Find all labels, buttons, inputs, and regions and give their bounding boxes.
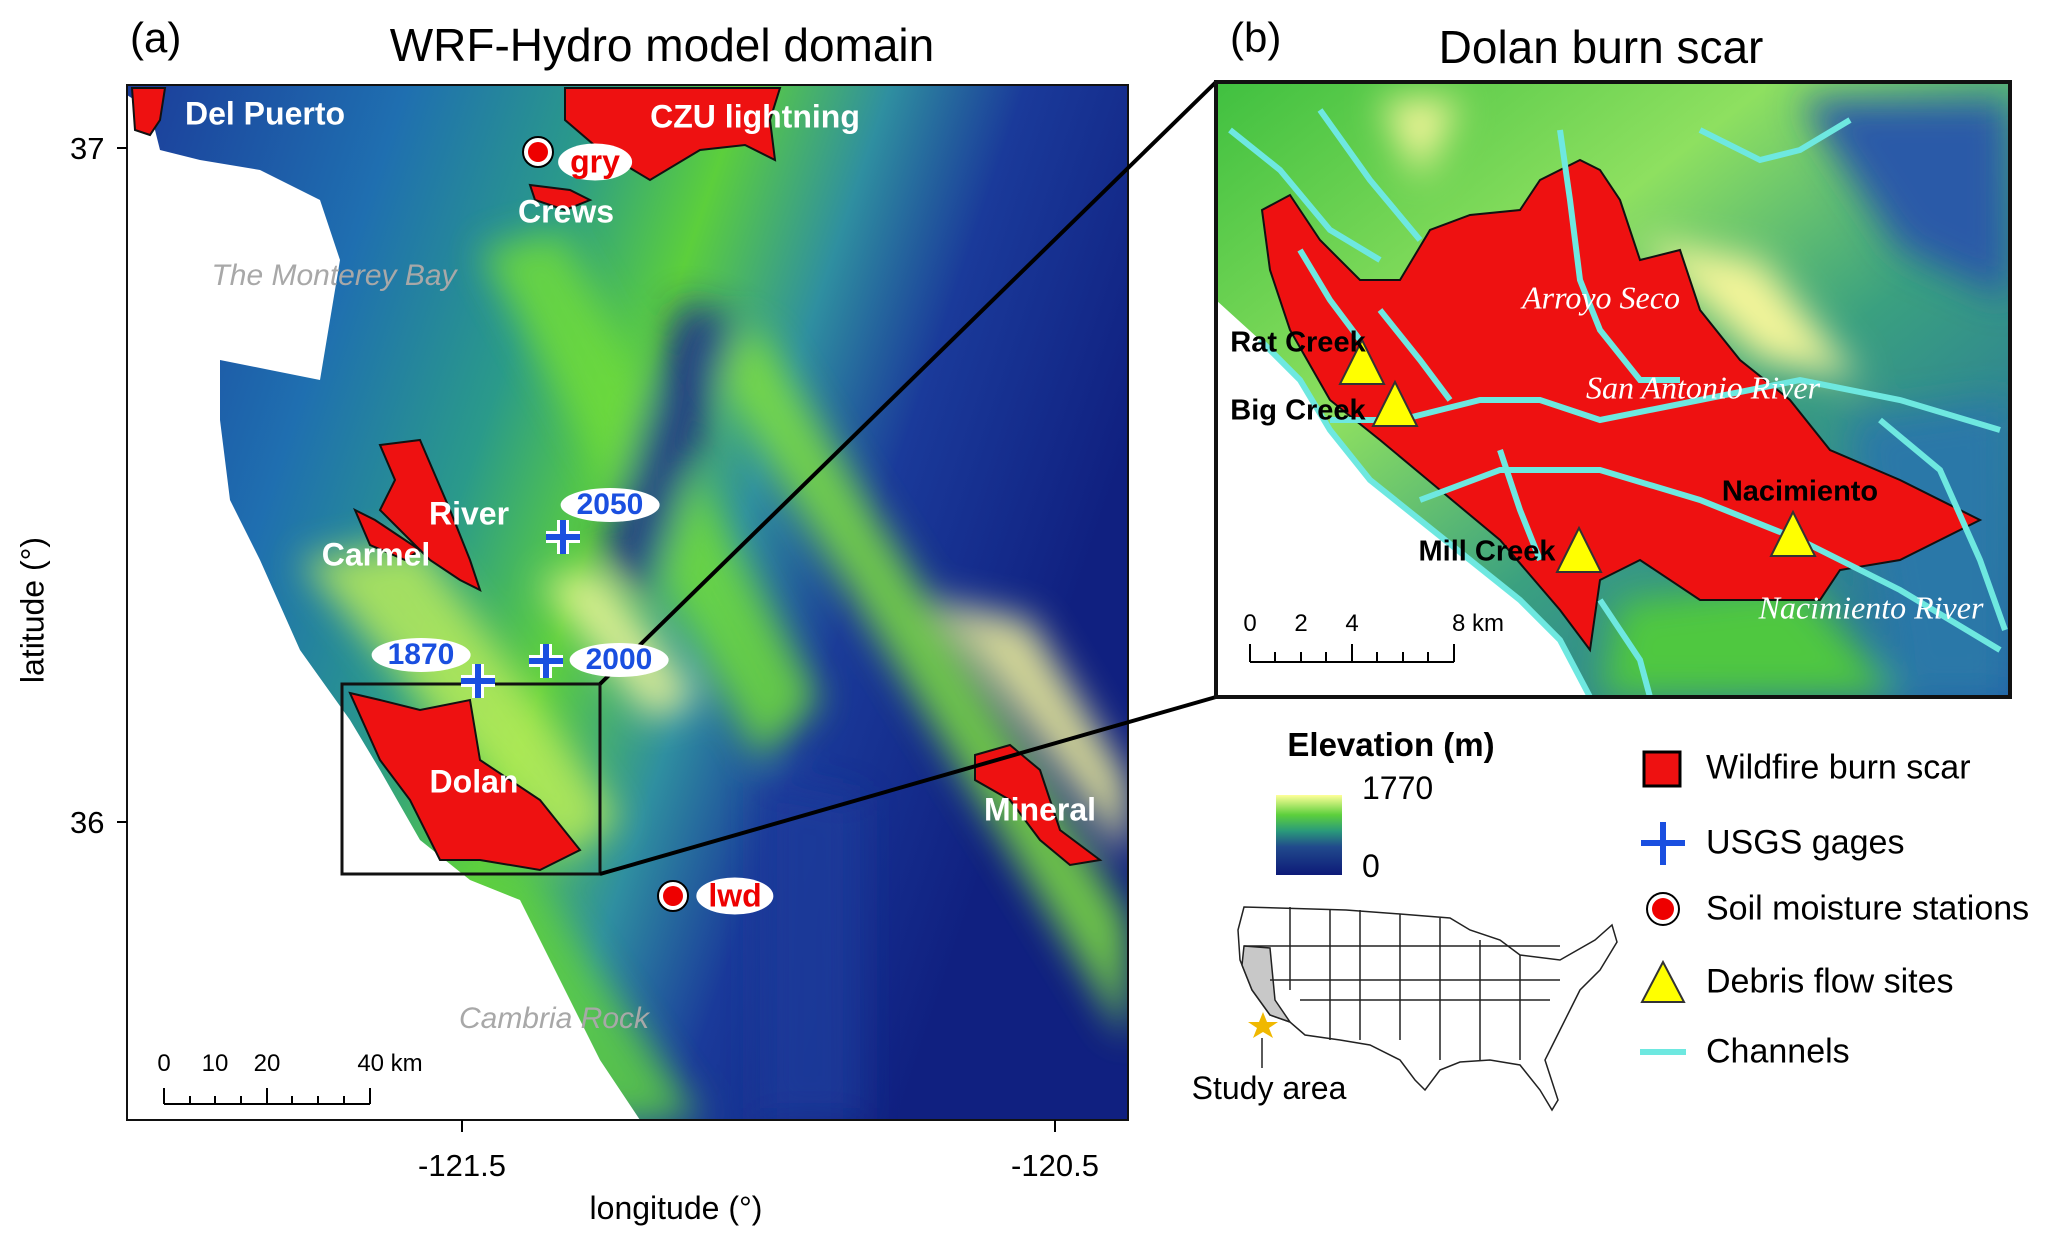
soil-station-markers: [522, 136, 689, 912]
map-a-frame: [126, 84, 1129, 1121]
elevation-max: 1770: [1362, 770, 1434, 806]
label-river: River: [428, 495, 510, 532]
scale-a-20: 20: [253, 1050, 281, 1077]
connector-bottom: [599, 695, 1217, 876]
x-axis-label: longitude (°): [589, 1190, 763, 1226]
label-san-antonio-river: San Antonio River: [1585, 369, 1821, 406]
scale-a-40: 40 km: [357, 1050, 423, 1077]
label-cambria-rock: Cambria Rock: [458, 1002, 650, 1035]
legend-burn-icon: [1642, 750, 1682, 788]
usgs-gage-markers: [461, 520, 580, 698]
elevation-min: 0: [1362, 848, 1380, 884]
scale-b-2: 2: [1294, 610, 1308, 637]
legend-soil-label: Soil moisture stations: [1706, 889, 2030, 928]
scale-a-10: 10: [201, 1050, 229, 1077]
gage-label-2050: 2050: [560, 488, 660, 522]
panel-b-label: (b): [1230, 14, 1282, 61]
channels: [1228, 108, 2008, 697]
scale-b-4: 4: [1345, 610, 1359, 637]
gage-label-2000: 2000: [569, 643, 669, 677]
label-mineral: Mineral: [983, 791, 1097, 828]
legend-channel-label: Channels: [1706, 1032, 1850, 1071]
soil-label-gry: gry: [558, 143, 632, 181]
us-inset-map: [1237, 906, 1618, 1112]
label-arroyo-seco: Arroyo Seco: [1522, 279, 1680, 316]
burn-scars-a: [130, 87, 1103, 872]
x-tick-120-5: -120.5: [1011, 1148, 1099, 1183]
label-czu-lightning: CZU lightning: [650, 98, 860, 135]
y-tick-37: 37: [70, 131, 105, 166]
scale-b-8: 8 km: [1451, 610, 1505, 637]
debris-flow-markers: [1338, 337, 1817, 573]
scale-b-0: 0: [1243, 610, 1257, 637]
label-mill-creek: Mill Creek: [1418, 535, 1556, 568]
y-axis-label: latitude (°): [14, 536, 51, 684]
elevation-map-a: [127, 85, 1128, 1120]
study-area-star-icon: [1248, 1012, 1278, 1038]
elevation-title: Elevation (m): [1287, 726, 1495, 763]
connector-top: [598, 80, 1218, 686]
label-nacimiento: Nacimiento: [1721, 475, 1879, 508]
label-monterey-bay: The Monterey Bay: [211, 259, 457, 292]
panel-b-title: Dolan burn scar: [1438, 21, 1764, 73]
legend-gage-icon: [1641, 822, 1685, 865]
elevation-colorbar: [1276, 795, 1342, 875]
scale-bar-b: [1249, 644, 1455, 663]
gage-label-1870: 1870: [371, 638, 471, 672]
legend-debris-icon: [1640, 959, 1686, 1003]
study-area-label: Study area: [1191, 1070, 1347, 1106]
label-carmel: Carmel: [321, 536, 431, 573]
panel-a-title: WRF-Hydro model domain: [389, 19, 935, 71]
panel-a-label: (a): [130, 14, 182, 61]
scale-bar-a: [163, 1088, 371, 1105]
label-nacimiento-river: Nacimiento River: [1758, 589, 1984, 626]
soil-label-lwd: lwd: [696, 877, 774, 915]
map-b-frame: [1214, 80, 2012, 699]
legend-burn-label: Wildfire burn scar: [1706, 748, 1971, 787]
y-tick-36: 36: [70, 805, 105, 840]
label-dolan: Dolan: [429, 763, 519, 800]
x-tick-121-5: -121.5: [418, 1148, 506, 1183]
label-big-creek: Big Creek: [1230, 394, 1366, 427]
legend-gage-label: USGS gages: [1706, 823, 1905, 862]
label-del-puerto: Del Puerto: [184, 95, 346, 132]
legend-debris-label: Debris flow sites: [1706, 962, 1954, 1001]
label-crews: Crews: [517, 193, 615, 230]
scale-a-0: 0: [157, 1050, 171, 1077]
label-rat-creek: Rat Creek: [1230, 326, 1366, 359]
